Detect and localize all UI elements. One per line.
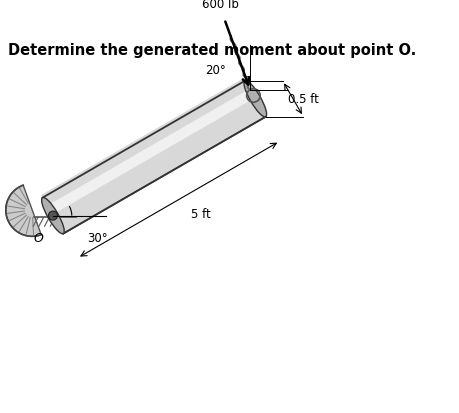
- Text: 30°: 30°: [87, 231, 107, 244]
- Text: O: O: [34, 231, 44, 244]
- Text: 0.5 ft: 0.5 ft: [288, 93, 319, 106]
- Polygon shape: [43, 82, 266, 234]
- Circle shape: [48, 211, 57, 221]
- Ellipse shape: [42, 198, 64, 234]
- Text: 5 ft: 5 ft: [191, 208, 211, 221]
- Text: Determine the generated moment about point O.: Determine the generated moment about poi…: [8, 43, 416, 58]
- Text: 20°: 20°: [205, 63, 226, 76]
- Polygon shape: [47, 90, 255, 215]
- Ellipse shape: [244, 81, 267, 118]
- Text: 600 lb: 600 lb: [202, 0, 239, 10]
- Polygon shape: [41, 79, 265, 233]
- Polygon shape: [6, 186, 41, 237]
